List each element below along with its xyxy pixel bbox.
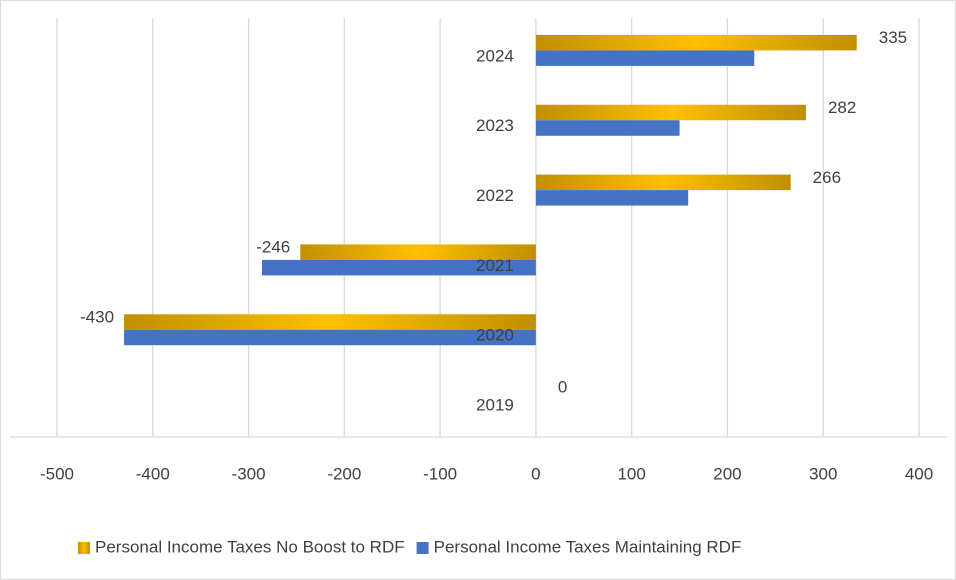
y-tick-label: 2019: [476, 396, 514, 415]
legend-swatch: [78, 542, 90, 554]
bar: [535, 190, 689, 206]
x-tick-label: 200: [713, 464, 741, 483]
legend-label: Personal Income Taxes No Boost to RDF: [95, 537, 405, 556]
bar: [124, 314, 536, 330]
data-label: -246: [256, 238, 290, 257]
legend-swatch: [416, 542, 429, 554]
y-tick-label: 2021: [476, 256, 514, 275]
y-tick-label: 2023: [476, 116, 514, 135]
bar: [535, 120, 680, 136]
data-label: 266: [813, 168, 841, 187]
data-label: 335: [879, 28, 907, 47]
x-tick-label: 400: [905, 464, 933, 483]
x-tick-label: 300: [809, 464, 837, 483]
x-tick-label: -200: [327, 464, 361, 483]
data-label: 0: [558, 377, 567, 396]
bar: [535, 34, 857, 51]
bar: [535, 50, 755, 66]
y-tick-label: 2022: [476, 186, 514, 205]
bar: [300, 244, 536, 260]
x-tick-label: -500: [40, 464, 74, 483]
x-tick-label: 0: [531, 464, 540, 483]
y-tick-label: 2020: [476, 326, 514, 345]
x-tick-label: -400: [136, 464, 170, 483]
x-tick-label: -300: [232, 464, 266, 483]
bar: [124, 329, 536, 346]
bar: [261, 259, 536, 276]
x-tick-label: -100: [423, 464, 457, 483]
legend-label: Personal Income Taxes Maintaining RDF: [434, 537, 742, 556]
x-tick-label: 100: [617, 464, 645, 483]
bar: [535, 174, 791, 191]
bar: [535, 104, 806, 121]
data-label: 282: [828, 98, 856, 117]
y-tick-label: 2024: [476, 46, 514, 65]
data-label: -430: [80, 307, 114, 326]
